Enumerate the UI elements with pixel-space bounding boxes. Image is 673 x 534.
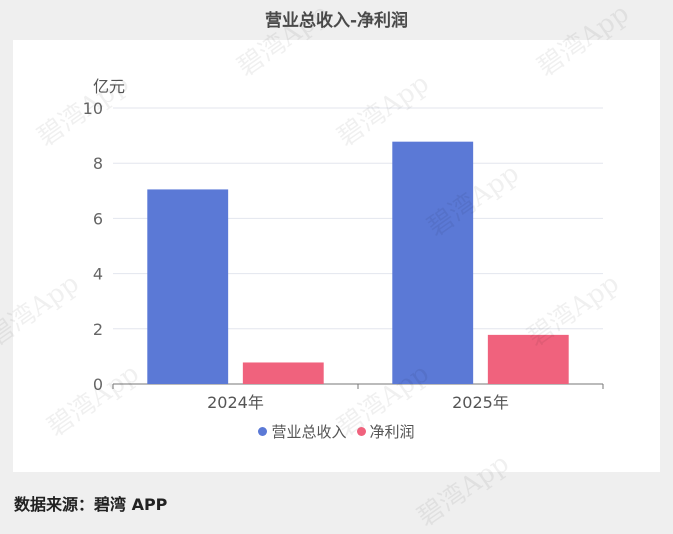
y-tick-label: 0: [93, 375, 103, 394]
bar: [487, 334, 569, 384]
bar: [242, 362, 324, 384]
x-tick-label: 2024年: [207, 393, 264, 412]
bar: [147, 189, 229, 384]
y-tick-label: 8: [93, 154, 103, 173]
legend: 营业总收入 净利润: [0, 421, 673, 442]
y-tick-label: 2: [93, 320, 103, 339]
chart-title: 营业总收入-净利润: [264, 11, 409, 31]
legend-dot-profit: [356, 427, 366, 436]
y-tick-label: 6: [93, 209, 103, 228]
y-tick-label: 10: [83, 99, 103, 118]
legend-label-revenue: 营业总收入: [271, 423, 347, 441]
bar: [392, 141, 474, 384]
data-source: 数据来源：碧湾 APP: [14, 495, 168, 514]
legend-dot-revenue: [258, 427, 268, 436]
bar-chart: 0 2 4 6 8 10 2024年 2025年: [83, 99, 604, 412]
legend-item-profit[interactable]: 净利润: [356, 421, 415, 442]
legend-label-profit: 净利润: [369, 423, 415, 441]
y-axis-unit: 亿元: [93, 77, 126, 96]
chart-panel: [13, 40, 660, 472]
legend-item-revenue[interactable]: 营业总收入: [258, 421, 347, 442]
x-tick-label: 2025年: [452, 393, 509, 412]
y-tick-label: 4: [93, 265, 103, 284]
